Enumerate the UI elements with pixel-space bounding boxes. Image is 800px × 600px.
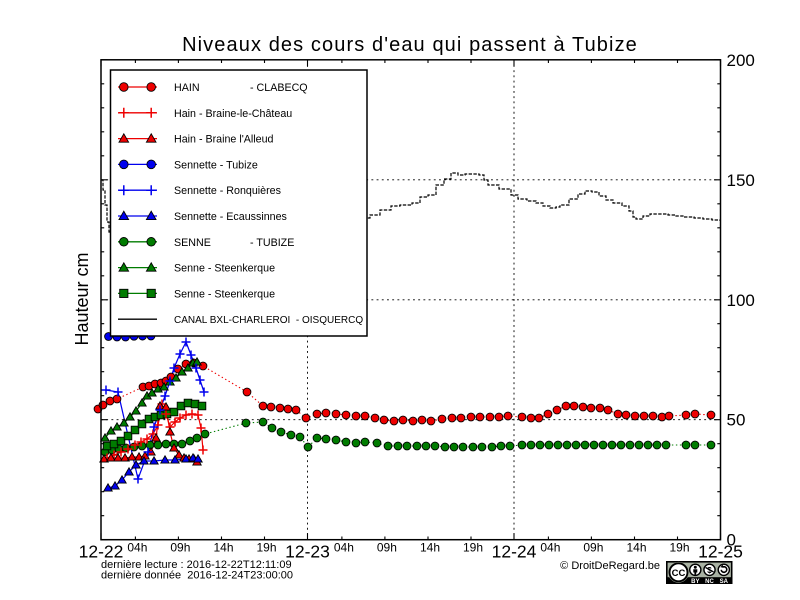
svg-text:Hain - Braine l'Alleud: Hain - Braine l'Alleud (174, 134, 274, 146)
svg-text:Sennette - Tubize: Sennette - Tubize (174, 159, 258, 171)
svg-text:19h: 19h (669, 541, 689, 555)
svg-text:04h: 04h (334, 541, 354, 555)
svg-text:12-22: 12-22 (79, 542, 124, 562)
svg-text:09h: 09h (377, 541, 397, 555)
svg-text:© DroitDeRegard.be: © DroitDeRegard.be (560, 560, 660, 572)
svg-text:CANAL BXL-CHARLEROI - OISQUER: CANAL BXL-CHARLEROI - OISQUERCQ (174, 315, 363, 326)
svg-text:14h: 14h (420, 541, 440, 555)
svg-text:Sennette - Ecaussinnes: Sennette - Ecaussinnes (174, 211, 287, 223)
svg-text:100: 100 (727, 291, 755, 310)
svg-text:Senne - Steenkerque: Senne - Steenkerque (174, 288, 275, 300)
svg-text:04h: 04h (540, 541, 560, 555)
svg-text:14h: 14h (213, 541, 233, 555)
svg-text:Senne - Steenkerque: Senne - Steenkerque (174, 263, 275, 275)
svg-text:CC: CC (672, 568, 686, 579)
svg-text:- CLABECQ: - CLABECQ (250, 82, 308, 94)
svg-text:04h: 04h (127, 541, 147, 555)
svg-text:NC: NC (705, 579, 714, 585)
svg-text:09h: 09h (170, 541, 190, 555)
svg-text:14h: 14h (626, 541, 646, 555)
svg-text:0: 0 (727, 531, 736, 550)
svg-text:$: $ (707, 566, 712, 575)
svg-text:dernière lecture : 2016-12-22T: dernière lecture : 2016-12-22T12:11:09 (101, 559, 292, 571)
svg-text:50: 50 (727, 411, 746, 430)
svg-text:12-24: 12-24 (492, 542, 537, 562)
svg-text:150: 150 (727, 171, 755, 190)
svg-text:SENNE: SENNE (174, 237, 211, 249)
svg-text:- TUBIZE: - TUBIZE (250, 237, 294, 249)
svg-text:SA: SA (720, 579, 729, 585)
svg-text:19h: 19h (256, 541, 276, 555)
svg-text:200: 200 (727, 51, 755, 70)
svg-text:12-23: 12-23 (285, 542, 330, 562)
svg-text:Hauteur cm: Hauteur cm (72, 252, 92, 345)
svg-text:Hain - Braine-le-Château: Hain - Braine-le-Château (174, 108, 292, 120)
svg-text:09h: 09h (583, 541, 603, 555)
svg-text:Sennette - Ronquières: Sennette - Ronquières (174, 185, 281, 197)
svg-text:Niveaux des cours d'eau qui pa: Niveaux des cours d'eau qui passent à Tu… (182, 34, 638, 56)
svg-text:19h: 19h (463, 541, 483, 555)
svg-text:dernière donnée 2016-12-24T23: dernière donnée 2016-12-24T23:00:00 (101, 570, 293, 582)
svg-text:BY: BY (691, 579, 699, 585)
svg-text:12-25: 12-25 (698, 542, 743, 562)
svg-text:HAIN: HAIN (174, 82, 200, 94)
